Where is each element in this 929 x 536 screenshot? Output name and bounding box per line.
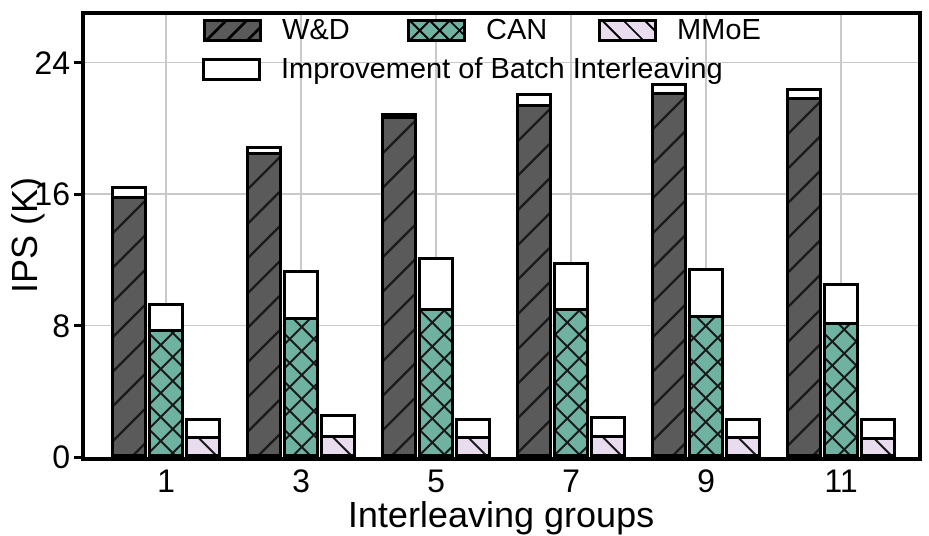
- bar-CAN-3: [283, 317, 319, 457]
- x-tick-label-9: 9: [697, 463, 715, 499]
- y-tick-mark-16: [74, 192, 85, 196]
- improvement-cap-CAN-9: [688, 268, 724, 318]
- gridline-h-16: [85, 193, 918, 195]
- y-tick-mark-24: [74, 61, 85, 65]
- bar-CAN-11: [823, 322, 859, 457]
- x-tick-label-11: 11: [824, 463, 858, 499]
- improvement-cap-CAN-1: [148, 303, 184, 332]
- x-axis-label: Interleaving groups: [347, 494, 655, 535]
- gridline-h-8: [85, 324, 918, 327]
- gridline-v-9: [705, 15, 707, 457]
- gridline-v-3: [300, 15, 302, 457]
- bar-MMoE-1: [185, 436, 221, 457]
- x-tick-label-3: 3: [292, 463, 310, 499]
- bar-MMoE-3: [320, 434, 356, 457]
- bar-W&D-3: [246, 152, 282, 457]
- gridline-v-11: [840, 15, 842, 457]
- y-tick-label-16: 16: [34, 176, 70, 213]
- y-tick-mark-0: [74, 455, 85, 459]
- plot-area: [85, 15, 918, 457]
- gridline-v-7: [570, 15, 572, 457]
- improvement-cap-CAN-11: [823, 282, 859, 326]
- x-tick-label-5: 5: [427, 463, 445, 499]
- y-tick-label-0: 0: [52, 439, 70, 475]
- bar-W&D-11: [786, 97, 822, 457]
- bar-CAN-1: [148, 328, 184, 457]
- bar-W&D-9: [651, 92, 687, 457]
- bar-W&D-5: [381, 116, 417, 457]
- improvement-cap-CAN-5: [418, 257, 454, 312]
- y-tick-mark-8: [74, 324, 85, 328]
- y-tick-label-8: 8: [52, 307, 70, 344]
- gridline-v-1: [165, 15, 167, 457]
- bar-CAN-5: [418, 308, 454, 457]
- bar-MMoE-11: [860, 437, 896, 457]
- bar-MMoE-5: [455, 435, 491, 457]
- x-tick-label-7: 7: [562, 463, 580, 499]
- bar-MMoE-7: [590, 434, 626, 457]
- gridline-h-24: [85, 61, 918, 64]
- gridline-v-5: [435, 15, 437, 457]
- bar-MMoE-9: [725, 436, 761, 457]
- x-tick-label-1: 1: [157, 463, 175, 499]
- y-tick-label-24: 24: [34, 44, 70, 81]
- bar-CAN-9: [688, 314, 724, 457]
- improvement-cap-CAN-7: [553, 262, 589, 312]
- bar-W&D-1: [111, 195, 147, 457]
- bar-W&D-7: [516, 103, 552, 457]
- improvement-cap-CAN-3: [283, 269, 319, 321]
- bar-CAN-7: [553, 308, 589, 457]
